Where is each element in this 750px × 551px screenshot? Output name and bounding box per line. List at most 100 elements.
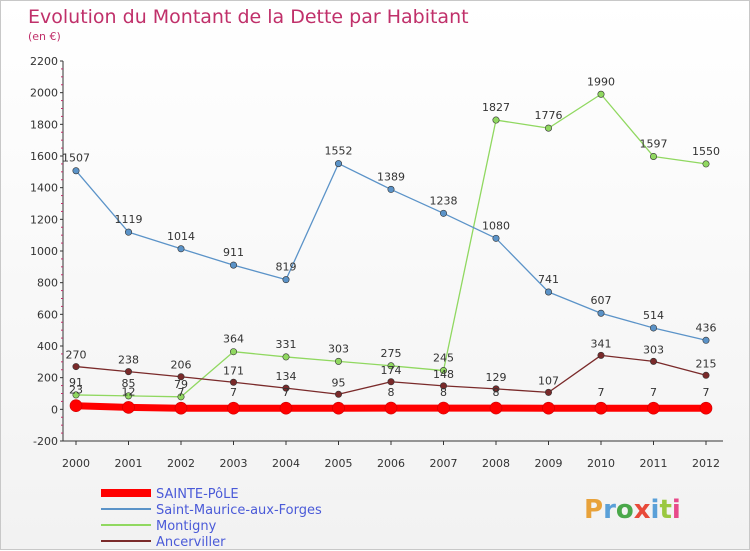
data-label: 7 — [598, 386, 605, 399]
x-tick-label: 2002 — [167, 457, 195, 470]
data-label: 23 — [69, 384, 83, 397]
data-label: 270 — [66, 349, 87, 362]
data-point — [72, 363, 80, 371]
data-label: 364 — [223, 333, 244, 346]
data-label: 238 — [118, 354, 139, 367]
y-tick-label: 1200 — [30, 213, 58, 226]
y-tick-label: 600 — [37, 308, 58, 321]
data-label: 7 — [703, 386, 710, 399]
y-tick-label: 2000 — [30, 87, 58, 100]
chart-subtitle: (en €) — [28, 30, 61, 43]
y-tick-label: 800 — [37, 277, 58, 290]
data-point — [439, 367, 447, 375]
data-label: 911 — [223, 246, 244, 259]
data-point — [702, 160, 710, 168]
x-tick-label: 2007 — [430, 457, 458, 470]
data-point — [334, 160, 342, 168]
brand-letter: x — [634, 495, 651, 525]
brand-letter: o — [616, 495, 634, 525]
data-label: 95 — [332, 376, 346, 389]
data-point — [647, 401, 660, 415]
data-label: 107 — [538, 374, 559, 387]
data-point — [387, 185, 395, 193]
data-point — [282, 276, 290, 284]
data-point — [597, 309, 605, 317]
data-point — [279, 401, 293, 415]
brand-letter: r — [603, 495, 616, 525]
data-label: 134 — [276, 370, 297, 383]
data-point — [282, 353, 290, 361]
data-point — [177, 245, 185, 253]
data-point — [230, 261, 238, 269]
y-tick-label: 200 — [37, 372, 58, 385]
data-point — [334, 390, 342, 398]
y-tick-label: -200 — [33, 435, 58, 448]
y-tick-label: 1400 — [30, 182, 58, 195]
y-tick-label: 1000 — [30, 245, 58, 258]
data-point — [387, 362, 395, 370]
data-label: 7 — [230, 386, 237, 399]
x-tick-label: 2011 — [640, 457, 668, 470]
data-point — [72, 167, 80, 175]
brand-letter: i — [672, 495, 681, 525]
data-point — [544, 288, 552, 296]
data-point — [597, 351, 605, 359]
data-label: 1238 — [430, 194, 458, 207]
data-point — [282, 384, 290, 392]
axes: -200 0 200 400 600 800 1000 1200 1400 1600 1800 200… — [30, 55, 723, 470]
x-tick-label: 2003 — [220, 457, 248, 470]
data-label: 171 — [223, 364, 244, 377]
data-point — [125, 228, 133, 236]
data-point — [384, 401, 398, 415]
data-point — [492, 116, 500, 124]
data-label: 206 — [171, 359, 192, 372]
data-point — [177, 373, 185, 381]
brand-letter: t — [659, 495, 671, 525]
data-point — [649, 357, 657, 365]
x-tick-label: 2010 — [587, 457, 615, 470]
data-point — [702, 371, 710, 379]
x-tick-label: 2006 — [377, 457, 405, 470]
x-tick-label: 2004 — [272, 457, 300, 470]
data-point — [72, 391, 80, 399]
x-tick-label: 2012 — [692, 457, 720, 470]
data-label: 331 — [276, 338, 297, 351]
brand-letter: P — [584, 495, 603, 525]
data-point — [594, 401, 608, 415]
chart-title: Evolution du Montant de la Dette par Hab… — [28, 6, 469, 28]
data-label: 303 — [643, 343, 664, 356]
data-label: 741 — [538, 273, 559, 286]
legend: SAINTE-PôLESaint-Maurice-aux-ForgesMonti… — [101, 487, 322, 550]
data-label: 1014 — [167, 230, 195, 243]
data-point — [122, 401, 135, 414]
data-label: 514 — [643, 309, 664, 322]
legend-label: Montigny — [156, 519, 217, 534]
data-label: 12 — [122, 385, 136, 398]
data-label: 1776 — [535, 109, 563, 122]
data-point — [69, 399, 83, 412]
data-point — [699, 401, 713, 415]
data-point — [439, 382, 447, 390]
data-point — [230, 348, 238, 356]
data-label: 275 — [381, 347, 402, 360]
data-label: 91 — [69, 376, 83, 389]
x-tick-label: 2001 — [115, 457, 143, 470]
data-point — [125, 392, 133, 400]
legend-label: Ancerviller — [156, 535, 226, 550]
data-label: 607 — [591, 294, 612, 307]
data-label: 245 — [433, 352, 454, 365]
data-point — [387, 378, 395, 386]
legend-label: SAINTE-PôLE — [156, 487, 239, 502]
data-label: 148 — [433, 368, 454, 381]
brand-letter: i — [651, 495, 660, 525]
data-point — [437, 401, 450, 415]
data-label: 8 — [440, 386, 447, 399]
data-label: 1552 — [325, 145, 353, 158]
data-point — [542, 401, 555, 415]
data-label: 215 — [696, 357, 717, 370]
data-point — [334, 357, 342, 365]
legend-label: Saint-Maurice-aux-Forges — [156, 503, 322, 518]
data-label: 1827 — [482, 101, 510, 114]
data-point — [227, 401, 240, 415]
